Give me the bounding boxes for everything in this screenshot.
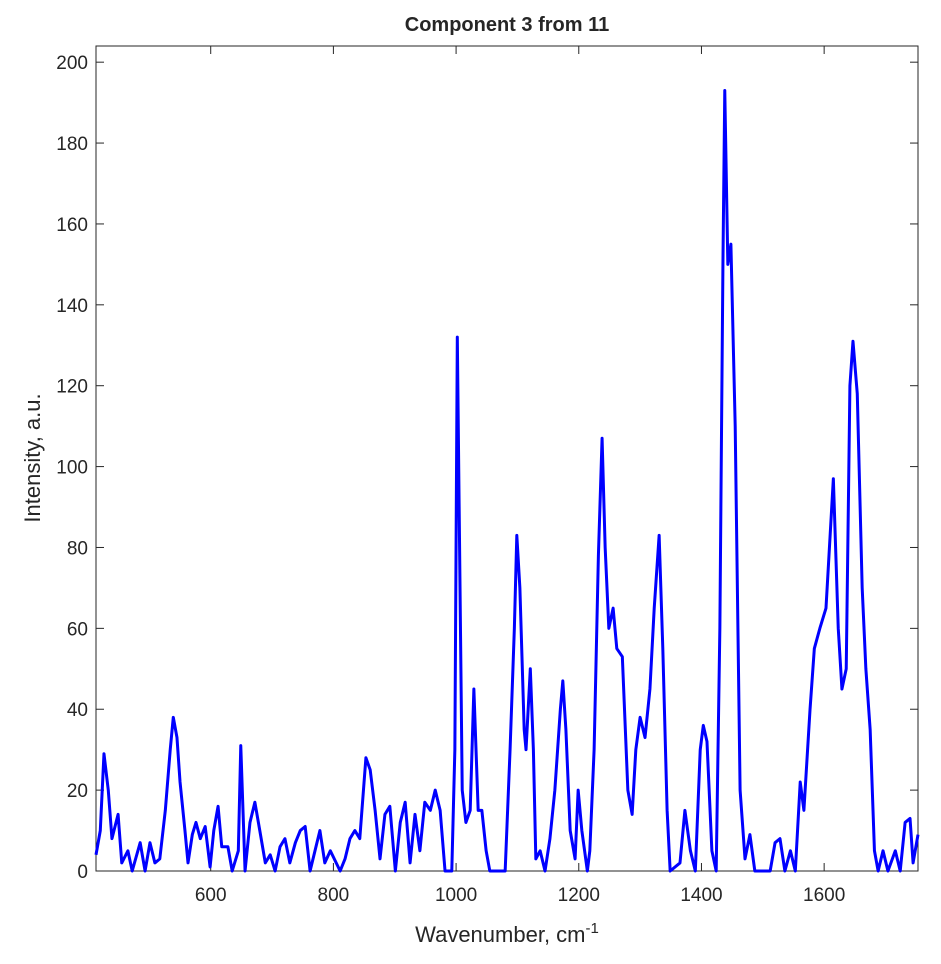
x-tick-label: 1400 [680,885,722,906]
chart-title: Component 3 from 11 [405,14,609,36]
y-tick-label: 140 [56,296,88,317]
x-axis-label-superscript: -1 [586,920,599,937]
x-tick-label: 1200 [558,885,600,906]
x-tick-label: 600 [195,885,227,906]
y-tick-label: 80 [67,538,88,559]
x-tick-label: 800 [318,885,350,906]
y-tick-label: 20 [67,781,88,802]
y-tick-label: 0 [77,862,88,883]
x-tick-label: 1000 [435,885,477,906]
y-tick-label: 180 [56,134,88,155]
x-axis-label-text: Wavenumber, cm [415,922,585,947]
y-tick-label: 120 [56,377,88,398]
x-axis-label: Wavenumber, cm-1 [415,920,599,947]
y-tick-label: 100 [56,458,88,479]
y-axis-label: Intensity, a.u. [20,393,45,522]
y-tick-label: 60 [67,619,88,640]
x-tick-label: 1600 [803,885,845,906]
plot-frame [95,45,919,872]
y-tick-label: 40 [67,700,88,721]
y-tick-label: 160 [56,215,88,236]
y-tick-label: 200 [56,53,88,74]
data-line [94,88,920,873]
